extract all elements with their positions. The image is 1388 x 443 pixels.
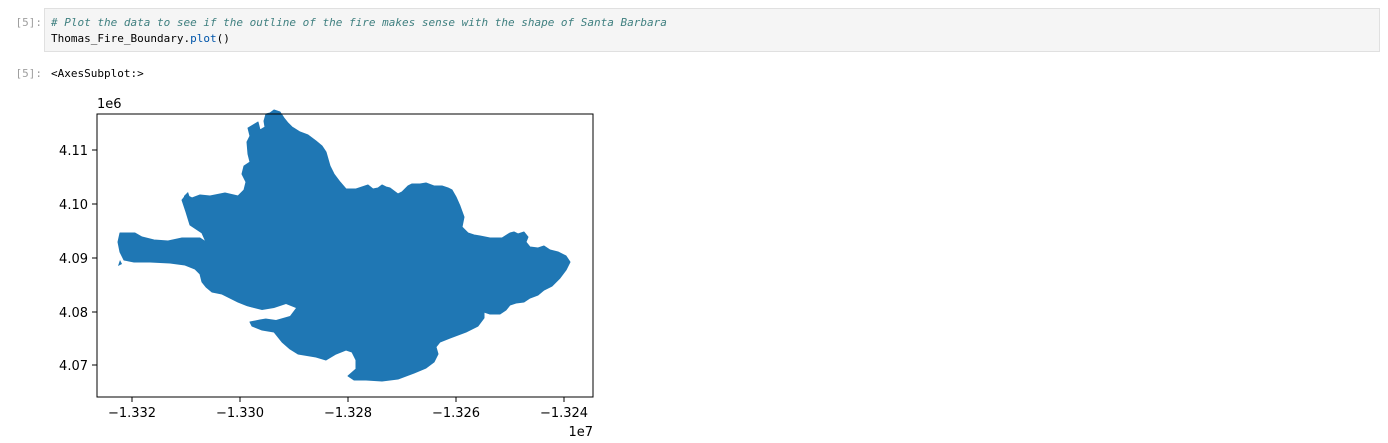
x-tick-label: −1.330 [216,406,264,421]
fire-boundary-inlet [246,304,296,320]
code-object: Thomas_Fire_Boundary. [51,32,191,45]
code-parens: () [216,32,230,45]
code-comment: # Plot the data to see if the outline of… [51,16,667,29]
y-tick-label: 4.10 [59,198,88,213]
y-tick-label: 4.07 [59,359,88,374]
x-tick-label: −1.332 [108,406,156,421]
fire-boundary-islet [184,192,190,208]
y-axis [92,149,97,366]
plot-figure: 4.11 4.10 4.09 4.08 4.07 1e6 −1.332 −1.3… [59,97,594,440]
input-prompt: [5]: [15,16,43,29]
x-axis [131,397,565,402]
x-tick-label: −1.324 [540,406,588,421]
output-prompt: [5]: [15,67,43,80]
y-tick-label: 4.09 [59,252,88,267]
x-tick-label: −1.328 [324,406,372,421]
axes-frame [96,113,594,398]
fire-boundary-polygon [117,109,571,382]
code-cell-input[interactable]: # Plot the data to see if the outline of… [44,8,1380,52]
y-tick-label: 4.08 [59,306,88,321]
fire-boundary-fragment [118,260,122,266]
code-method: plot [190,32,217,45]
output-repr: <AxesSubplot:> [51,67,144,80]
y-offset-label: 1e6 [97,97,122,112]
y-tick-label: 4.11 [59,144,88,159]
x-tick-label: −1.326 [432,406,480,421]
x-offset-label: 1e7 [568,425,593,440]
